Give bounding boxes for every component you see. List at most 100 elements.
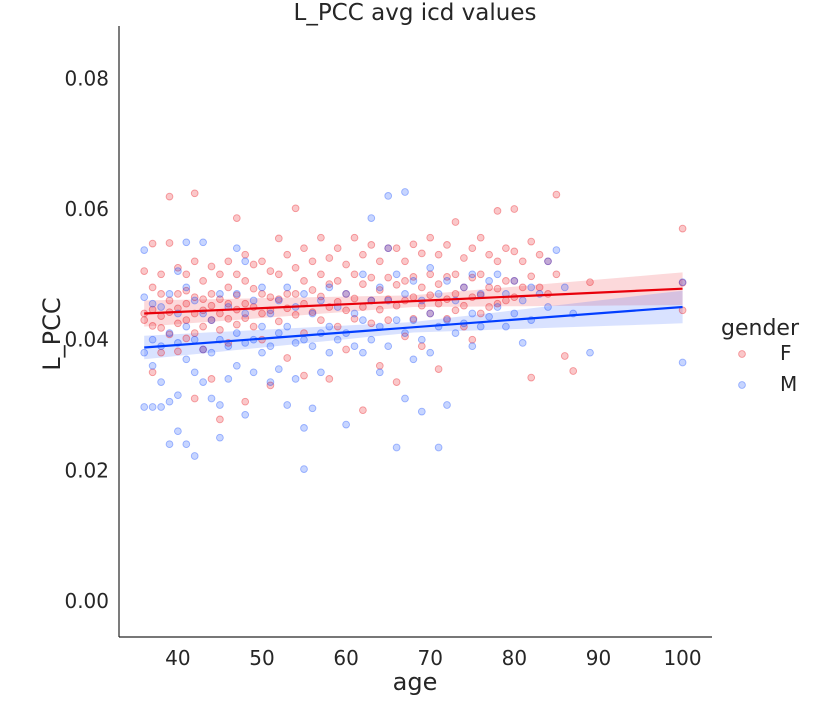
scatter-point-M [148,361,157,370]
scatter-point-F [249,284,258,293]
scatter-point-F [460,301,468,310]
scatter-point-F [274,270,283,279]
scatter-point-F [291,204,300,213]
scatter-point-F [308,286,317,294]
scatter-point-F [174,263,182,272]
scatter-point-M [527,283,536,292]
scatter-point-M [274,296,283,305]
scatter-point-M [148,403,157,411]
scatter-point-F [485,250,493,259]
scatter-point-F [510,205,519,213]
scatter-point-F [157,270,165,279]
y-tick-label: 0.08 [64,66,109,90]
scatter-point-M [493,270,502,279]
scatter-point-M [249,296,258,305]
scatter-point-M [274,329,283,337]
scatter-point-M [165,440,174,449]
scatter-point-F [392,280,401,289]
scatter-point-M [157,378,165,386]
scatter-point-M [401,290,409,298]
scatter-point-M [148,299,157,308]
scatter-point-F [375,305,384,314]
scatter-point-F [241,299,250,308]
scatter-point-M [207,348,216,357]
scatter-point-F [552,190,561,199]
y-tick-label: 0.04 [64,328,109,352]
scatter-point-M [232,361,241,370]
scatter-point-M [190,296,199,305]
regression-line-M [144,305,683,349]
scatter-point-F [476,233,485,242]
scatter-point-F [266,381,275,390]
scatter-point-F [434,280,443,288]
scatter-point-F [434,365,443,373]
scatter-point-F [333,322,342,331]
scatter-point-M [325,348,334,357]
scatter-point-F [443,314,451,323]
scatter-point-M [460,283,468,292]
scatter-point-M [510,277,519,285]
scatter-point-M [518,339,527,347]
scatter-point-F [552,270,561,279]
scatter-point-M [342,290,350,298]
scatter-point-F [493,299,502,308]
scatter-point-M [308,342,317,351]
scatter-point-F [392,301,401,310]
scatter-point-F [325,280,334,288]
scatter-point-F [678,278,687,287]
scatter-point-M [258,322,266,331]
scatter-point-F [409,293,418,302]
scatter-point-M [434,443,443,452]
scatter-point-M [384,342,393,351]
scatter-point-F [493,207,502,215]
legend: gender FM [721,316,800,396]
scatter-point-F [224,257,233,266]
scatter-point-M [157,403,165,411]
scatter-point-F [325,375,334,383]
x-axis-ticks: 40 50 60 70 80 90 100 [165,646,702,670]
scatter-point-F [451,290,460,298]
scatter-point-F [409,273,418,281]
scatter-point-F [544,257,552,266]
confidence-band-F [144,272,683,327]
scatter-point-M [443,401,451,409]
scatter-point-M [216,401,224,409]
scatter-point-F [148,322,157,330]
scatter-point-F [417,342,426,351]
scatter-point-M [678,278,687,287]
scatter-point-M [443,277,451,285]
scatter-point-M [510,309,519,318]
scatter-points [140,188,687,473]
scatter-point-M [485,277,493,285]
scatter-point-F [443,273,451,281]
scatter-point-M [224,375,233,383]
scatter-point-M [502,322,510,331]
scatter-point-M [308,309,317,318]
scatter-point-M [182,322,191,331]
scatter-point-M [552,246,561,254]
scatter-point-M [216,433,224,442]
scatter-point-M [165,290,174,298]
scatter-point-M [174,267,182,275]
scatter-point-M [300,290,308,298]
scatter-point-M [317,368,325,377]
scatter-point-M [451,329,460,337]
scatter-point-F [350,270,359,279]
scatter-point-M [476,290,485,298]
scatter-point-F [359,406,367,415]
scatter-point-F [527,237,536,246]
scatter-point-F [417,283,426,292]
y-axis-title: L_PCC [38,297,66,370]
scatter-point-F [350,294,359,303]
x-tick-label: 80 [502,646,527,670]
scatter-point-M [291,375,300,383]
scatter-point-F [266,293,275,302]
scatter-point-M [384,244,393,253]
scatter-point-F [317,292,325,301]
scatter-point-F [451,306,460,315]
scatter-point-M [165,397,174,406]
scatter-point-M [333,335,342,344]
scatter-point-F [518,257,527,266]
scatter-point-F [165,239,174,247]
scatter-point-F [216,295,224,304]
